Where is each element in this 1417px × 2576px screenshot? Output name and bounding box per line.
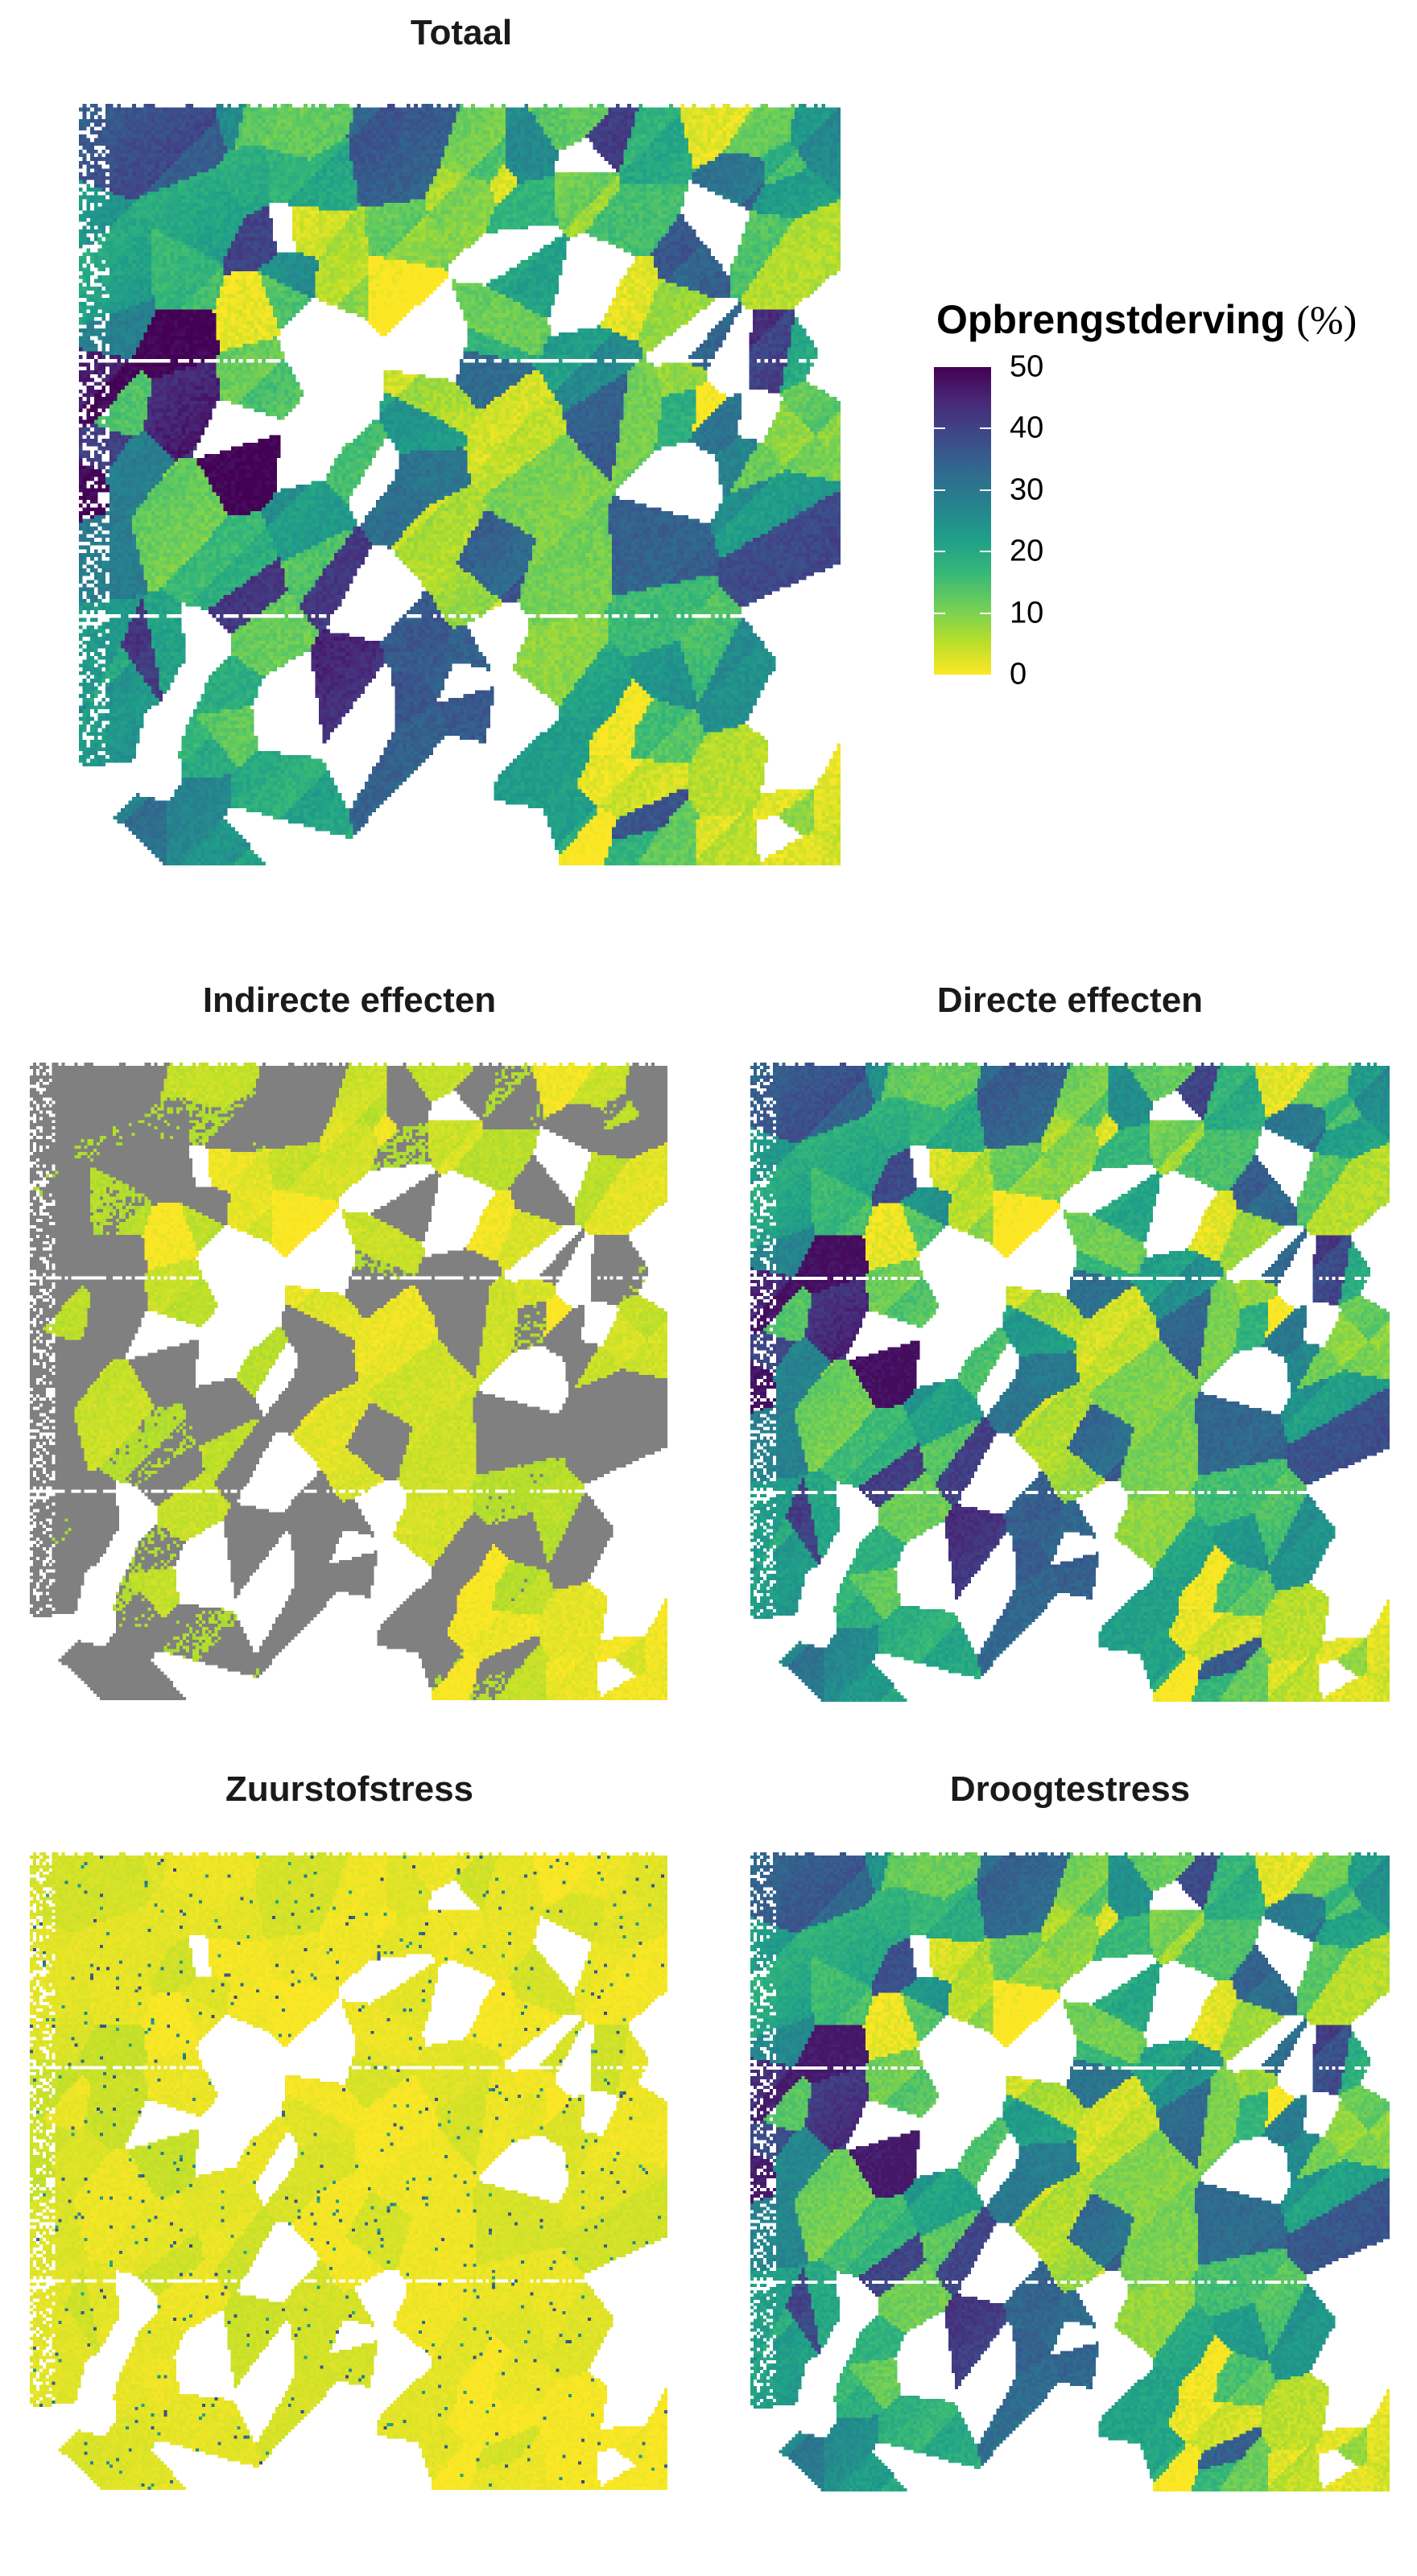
legend-tick-mark (980, 489, 991, 491)
legend-tick-mark (980, 551, 991, 553)
panel-title-totaal: Totaal (410, 13, 513, 52)
legend-tick-label: 10 (1010, 596, 1044, 630)
legend-title-text: Opbrengstderving (936, 297, 1286, 342)
legend-tick-label: 0 (1010, 657, 1027, 691)
map-indirecte-effecten (30, 1063, 667, 1700)
legend-tick-mark (934, 427, 945, 430)
legend-tick-mark (934, 612, 945, 614)
map-totaal (79, 104, 841, 865)
panel-title-direct: Directe effecten (936, 980, 1204, 1020)
legend-tick-mark (980, 427, 991, 430)
map-droogtestress (750, 1852, 1390, 2491)
legend-tick-label: 30 (1010, 473, 1044, 507)
panel-title-indirect: Indirecte effecten (202, 980, 497, 1020)
legend-tick-label: 40 (1010, 411, 1044, 445)
map-zuurstofstress (30, 1852, 667, 2490)
legend-tick-mark (934, 489, 945, 491)
legend-title: Opbrengstderving (%) (936, 296, 1357, 343)
legend-tick-label: 20 (1010, 534, 1044, 568)
legend-unit: (%) (1296, 297, 1357, 342)
legend-tick-label: 50 (1010, 349, 1044, 384)
map-directe-effecten (750, 1063, 1390, 1702)
legend-tick-mark (934, 551, 945, 553)
panel-title-zuurstof: Zuurstofstress (225, 1769, 474, 1809)
colorbar (934, 367, 991, 675)
panel-title-droogte: Droogtestress (949, 1769, 1191, 1809)
legend-tick-mark (980, 612, 991, 614)
